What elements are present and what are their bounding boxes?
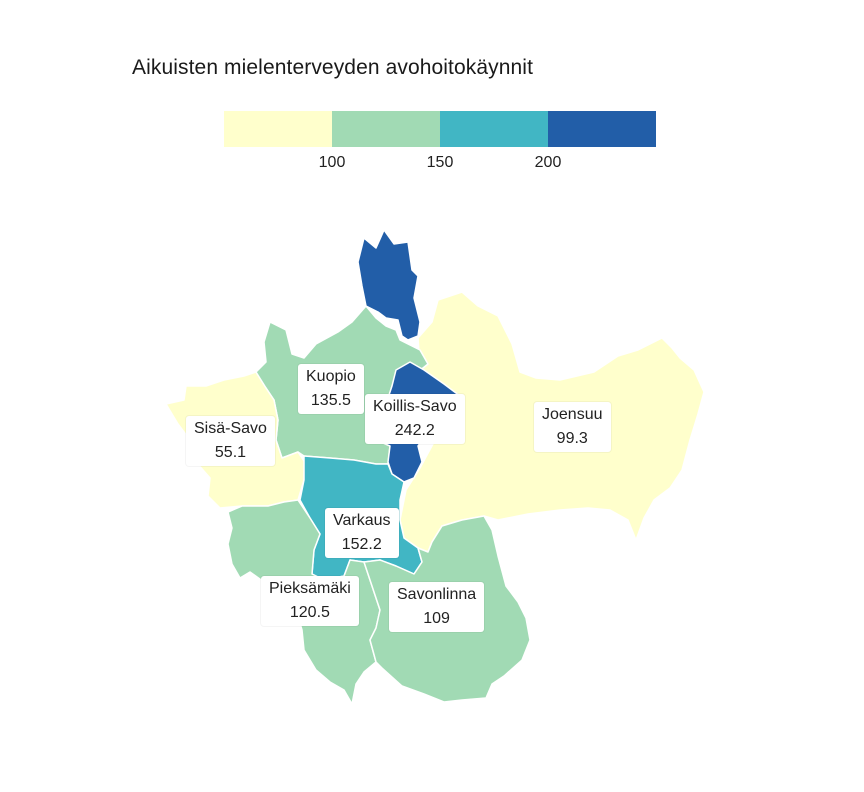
region-label-koillis-savo: Koillis-Savo 242.2: [365, 394, 465, 444]
map-title: Aikuisten mielenterveyden avohoitokäynni…: [132, 56, 533, 79]
legend-swatch-4: [548, 111, 656, 147]
region-label-varkaus: Varkaus 152.2: [325, 508, 399, 558]
region-label-joensuu: Joensuu 99.3: [534, 402, 611, 452]
legend-swatch-3: [440, 111, 548, 147]
region-label-kuopio: Kuopio 135.5: [298, 364, 364, 414]
legend-swatch-1: [224, 111, 332, 147]
color-legend: [224, 111, 656, 147]
region-value: 135.5: [310, 392, 351, 409]
region-label-savonlinna: Savonlinna 109: [389, 582, 485, 632]
legend-tick-200: 200: [534, 154, 562, 171]
region-name: Varkaus: [333, 512, 391, 529]
region-name: Savonlinna: [397, 586, 477, 603]
region-label-sisa-savo: Sisä-Savo 55.1: [186, 416, 275, 466]
legend-swatch-2: [332, 111, 440, 147]
region-label-pieksamaki: Pieksämäki 120.5: [261, 576, 359, 626]
region-value: 109: [423, 610, 450, 627]
region-value: 55.1: [214, 444, 247, 461]
region-value: 152.2: [341, 536, 382, 553]
region-name: Koillis-Savo: [373, 398, 457, 415]
region-name: Pieksämäki: [269, 580, 351, 597]
region-value: 120.5: [289, 604, 330, 621]
region-name: Kuopio: [306, 368, 356, 385]
region-name: Joensuu: [542, 406, 603, 423]
region-name: Sisä-Savo: [194, 420, 267, 437]
legend-tick-100: 100: [318, 154, 346, 171]
region-value: 242.2: [394, 422, 435, 439]
legend-tick-150: 150: [426, 154, 454, 171]
region-value: 99.3: [556, 430, 588, 447]
